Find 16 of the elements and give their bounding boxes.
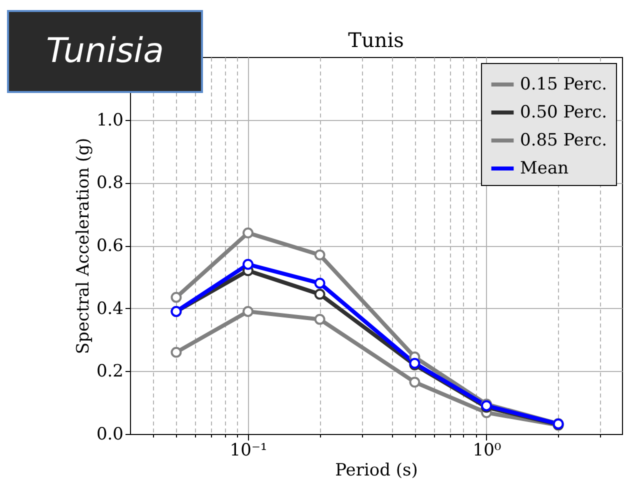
x-axis-title: Period (s) bbox=[335, 460, 418, 480]
legend-label: 0.15 Perc. bbox=[520, 74, 608, 94]
y-tick-label: 0.0 bbox=[96, 424, 124, 444]
x-tick-label: 10⁰ bbox=[472, 440, 502, 460]
y-tick-label: 0.4 bbox=[96, 298, 124, 319]
annotation: Tunisia bbox=[46, 31, 164, 71]
legend-label: Mean bbox=[520, 158, 569, 178]
y-axis-title: Spectral Acceleration (g) bbox=[73, 138, 94, 354]
y-tick-label: 1.0 bbox=[96, 110, 124, 130]
y-tick-label: 0.8 bbox=[96, 173, 124, 194]
chart-title: Tunis bbox=[348, 28, 404, 52]
x-tick-label: 10⁻¹ bbox=[230, 440, 268, 460]
y-tick-label: 0.2 bbox=[96, 362, 124, 382]
legend-label: 0.50 Perc. bbox=[520, 102, 608, 122]
y-tick-label: 0.6 bbox=[96, 236, 124, 256]
legend-label: 0.85 Perc. bbox=[520, 130, 608, 150]
